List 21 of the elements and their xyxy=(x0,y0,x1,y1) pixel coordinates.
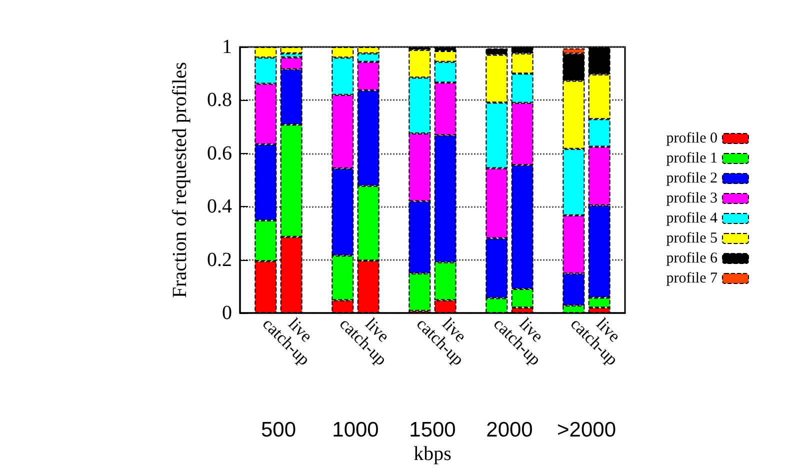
text: >2000 xyxy=(557,418,616,442)
y-tick-label: 0.2 xyxy=(207,248,232,271)
x-axis-title: kbps xyxy=(414,443,452,465)
legend-label: profile 4 xyxy=(666,210,718,226)
legend-label: profile 7 xyxy=(666,270,718,286)
legend-label: profile 1 xyxy=(666,150,718,166)
legend-label: profile 5 xyxy=(666,230,718,246)
legend-label: profile 0 xyxy=(666,130,718,146)
y-tick-label: 0.6 xyxy=(207,142,232,164)
text: 500 xyxy=(260,418,296,442)
y-tick-label: 0.4 xyxy=(207,196,232,218)
legend-label: profile 2 xyxy=(666,170,718,186)
text: 1500 xyxy=(409,418,456,442)
y-tick-label: 0 xyxy=(222,302,232,324)
legend-label: profile 6 xyxy=(666,250,718,266)
legend-label: profile 3 xyxy=(666,190,718,206)
y-tick-label: 1 xyxy=(222,36,232,58)
text: 1000 xyxy=(332,418,379,442)
text: 2000 xyxy=(486,418,533,442)
y-tick-label: 0.8 xyxy=(207,89,232,112)
y-axis-title: Fraction of requested profiles xyxy=(169,62,191,298)
